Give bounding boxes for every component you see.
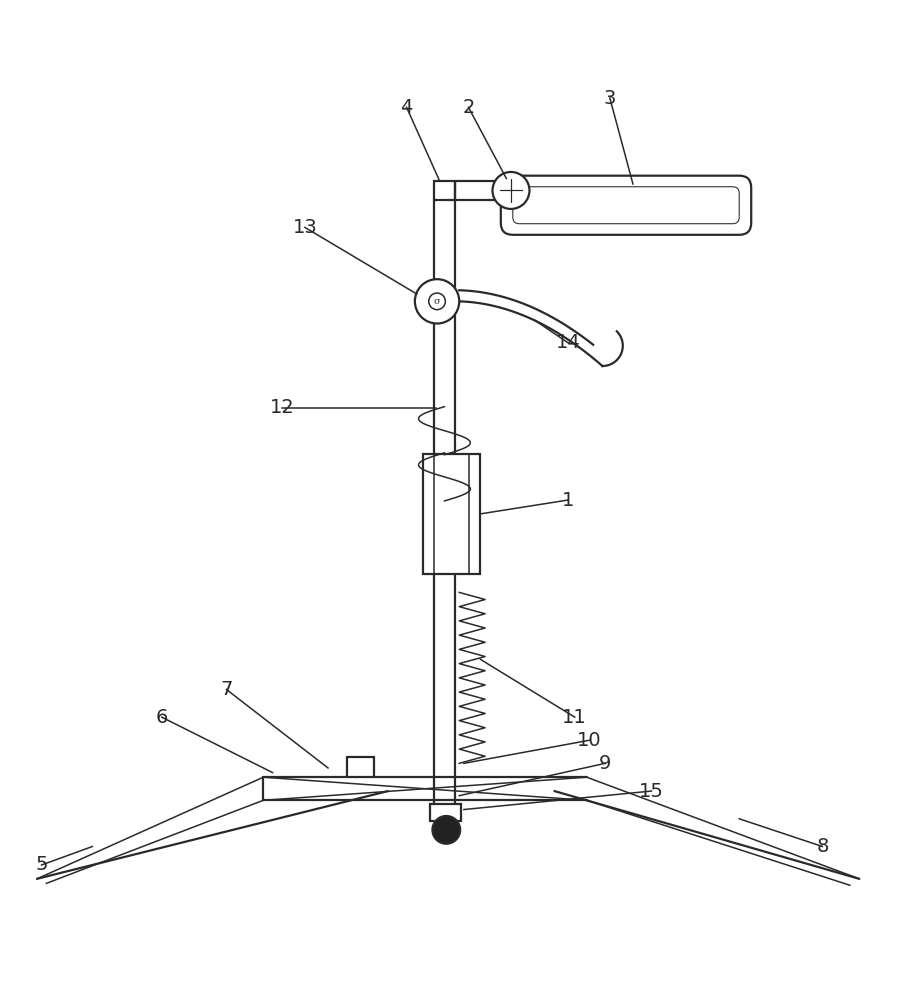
Text: 3: 3 xyxy=(603,89,616,108)
Circle shape xyxy=(429,293,445,310)
Text: 9: 9 xyxy=(599,754,612,773)
Text: 2: 2 xyxy=(462,98,475,117)
Text: 13: 13 xyxy=(293,218,317,237)
Text: 12: 12 xyxy=(270,398,294,417)
Text: 10: 10 xyxy=(578,731,602,750)
Circle shape xyxy=(492,172,529,209)
Circle shape xyxy=(432,816,460,844)
Text: 14: 14 xyxy=(556,333,580,352)
Bar xyxy=(423,454,480,574)
Text: 1: 1 xyxy=(562,490,575,510)
Text: 8: 8 xyxy=(816,837,829,856)
Text: 15: 15 xyxy=(639,782,663,801)
Text: 4: 4 xyxy=(400,98,413,117)
Text: 11: 11 xyxy=(563,708,587,727)
FancyBboxPatch shape xyxy=(513,187,739,224)
FancyBboxPatch shape xyxy=(501,176,751,235)
Text: σ: σ xyxy=(433,297,441,306)
Circle shape xyxy=(415,279,459,324)
Text: 5: 5 xyxy=(35,855,48,874)
Text: 7: 7 xyxy=(220,680,233,699)
Bar xyxy=(430,804,461,821)
Text: 6: 6 xyxy=(155,708,168,727)
